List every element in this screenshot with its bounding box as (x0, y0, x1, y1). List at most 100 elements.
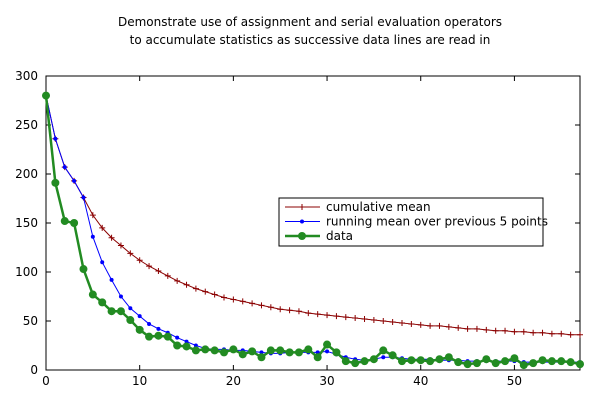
data-point (109, 277, 114, 282)
data-point (576, 360, 584, 369)
data-point (538, 356, 547, 365)
data-point (520, 328, 527, 335)
data-point (98, 298, 107, 307)
data-point (388, 351, 397, 360)
x-tick-label: 50 (507, 374, 522, 388)
data-point (455, 324, 462, 331)
data-point (128, 306, 133, 311)
data-point (182, 342, 191, 351)
data-point (267, 304, 274, 311)
data-point (426, 357, 435, 366)
series-line (44, 95, 581, 367)
y-tick-label: 50 (23, 314, 38, 328)
data-point (548, 330, 555, 337)
data-point (342, 314, 349, 321)
x-tick-label: 20 (226, 374, 241, 388)
data-point (211, 291, 218, 298)
data-point (70, 219, 79, 227)
data-point (417, 321, 424, 328)
y-axis: 0 50 100 150 200 250 300 (15, 69, 580, 377)
x-tick-label: 10 (132, 374, 147, 388)
data-point (191, 346, 200, 355)
data-point (108, 234, 115, 241)
data-point (379, 346, 388, 355)
data-point (259, 350, 264, 355)
series-0 (43, 92, 583, 338)
data-point (511, 328, 518, 335)
data-point (577, 331, 583, 338)
data-point (370, 317, 377, 324)
data-point (314, 311, 321, 318)
data-point (352, 315, 359, 322)
data-point (510, 354, 519, 363)
data-point (183, 281, 190, 288)
data-point (145, 332, 154, 341)
data-point (323, 340, 332, 349)
data-point (175, 335, 180, 340)
data-point (464, 325, 471, 332)
data-point (220, 348, 228, 357)
data-point (118, 294, 123, 299)
data-point (557, 357, 566, 366)
data-point (380, 318, 387, 324)
data-point (266, 346, 275, 355)
data-point (107, 307, 116, 316)
x-axis: 0 10 20 30 40 50 (42, 76, 522, 388)
data-point (305, 310, 312, 317)
data-point (201, 345, 210, 354)
data-point (324, 312, 331, 319)
series-2 (42, 91, 584, 370)
data-point (90, 234, 95, 239)
y-tick-label: 0 (30, 363, 38, 377)
data-point (257, 353, 266, 362)
data-point (341, 357, 350, 366)
series-line (45, 95, 580, 336)
data-point (81, 195, 86, 200)
data-point (436, 322, 443, 329)
data-point (62, 165, 67, 170)
data-point (529, 359, 538, 368)
data-point (156, 326, 161, 331)
legend-label: cumulative mean (326, 200, 431, 214)
data-point (173, 341, 182, 350)
data-point (325, 349, 330, 354)
data-point (294, 348, 303, 357)
data-point (332, 348, 341, 357)
data-point (567, 331, 574, 338)
data-point (147, 321, 152, 326)
data-point (202, 288, 209, 295)
data-point (502, 327, 509, 334)
data-point (164, 272, 171, 279)
data-point (558, 330, 565, 337)
data-point (389, 318, 396, 325)
x-tick-label: 40 (413, 374, 428, 388)
data-point (239, 298, 246, 305)
data-point (277, 306, 284, 313)
data-point (126, 316, 135, 325)
y-tick-label: 100 (15, 265, 38, 279)
data-point (192, 285, 199, 292)
data-point (117, 242, 124, 249)
data-point (445, 323, 452, 330)
data-point (435, 355, 444, 364)
data-point (146, 263, 153, 270)
data-point (304, 345, 313, 354)
data-point (249, 300, 256, 307)
data-point (210, 346, 219, 355)
data-point (137, 314, 142, 319)
legend-swatch-marker (299, 204, 305, 210)
data-point (427, 322, 434, 329)
data-point (501, 357, 510, 366)
data-point (361, 316, 368, 323)
data-point (351, 359, 360, 368)
y-tick-label: 250 (15, 118, 38, 132)
data-point (407, 356, 416, 365)
legend-swatch-marker (298, 232, 306, 240)
series-layer (42, 91, 584, 370)
data-point (72, 178, 77, 183)
data-point (566, 358, 575, 367)
data-point (491, 359, 500, 368)
data-point (369, 355, 378, 364)
data-point (135, 325, 144, 334)
